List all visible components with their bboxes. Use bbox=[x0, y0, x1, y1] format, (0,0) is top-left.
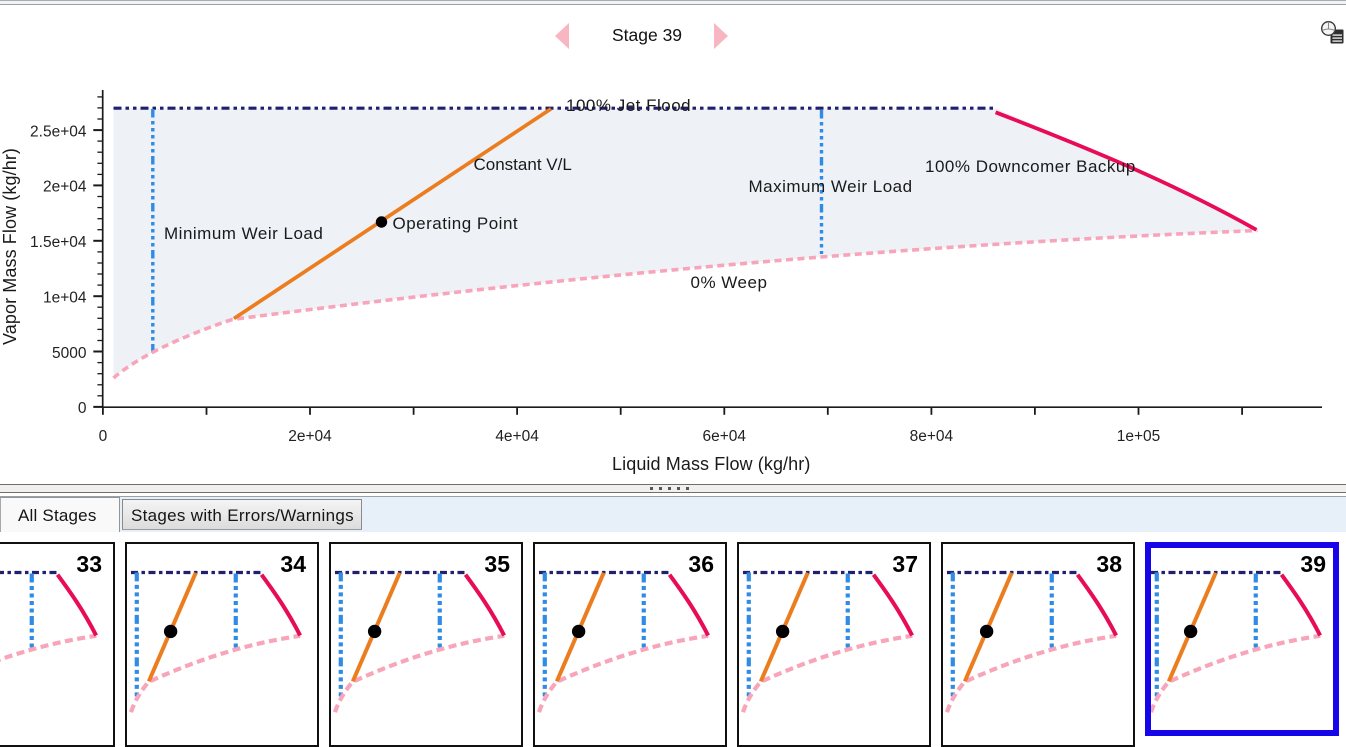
svg-text:1.5e+04: 1.5e+04 bbox=[30, 234, 87, 251]
svg-text:8e+04: 8e+04 bbox=[910, 428, 954, 445]
svg-text:1e+04: 1e+04 bbox=[43, 290, 87, 307]
svg-text:2.5e+04: 2.5e+04 bbox=[30, 123, 87, 140]
svg-text:0: 0 bbox=[78, 400, 87, 417]
svg-text:0: 0 bbox=[99, 428, 108, 445]
svg-text:1e+05: 1e+05 bbox=[1117, 428, 1161, 445]
svg-text:5000: 5000 bbox=[52, 345, 87, 362]
svg-text:4e+04: 4e+04 bbox=[495, 428, 539, 445]
svg-text:6e+04: 6e+04 bbox=[703, 428, 747, 445]
svg-text:2e+04: 2e+04 bbox=[288, 428, 332, 445]
svg-text:2e+04: 2e+04 bbox=[43, 179, 87, 196]
